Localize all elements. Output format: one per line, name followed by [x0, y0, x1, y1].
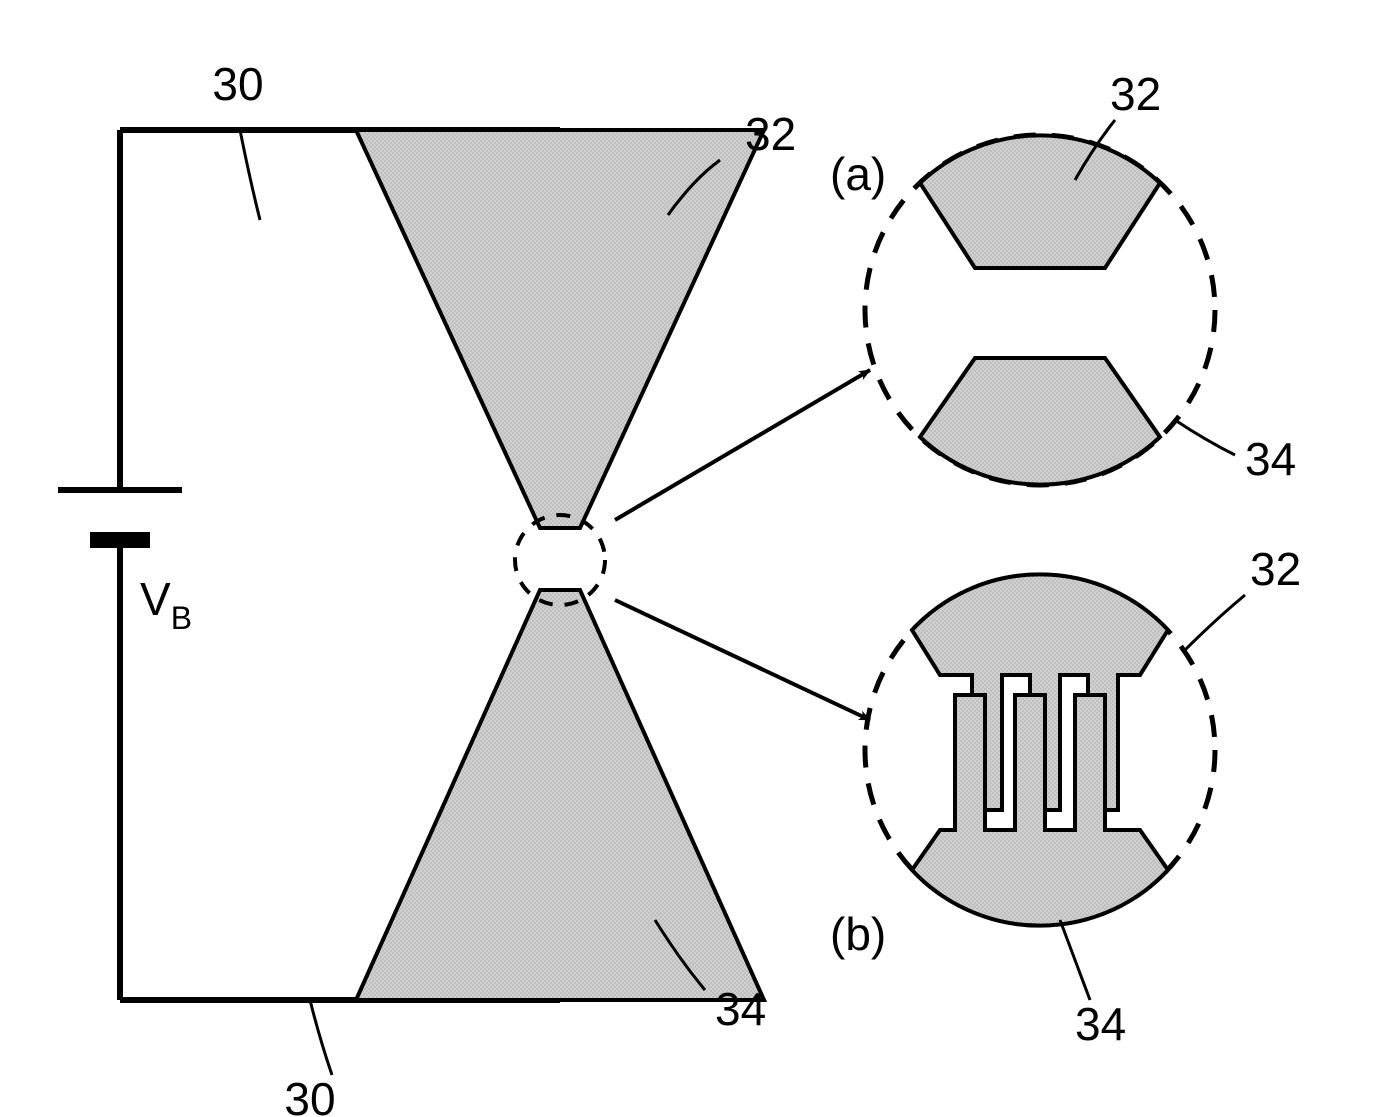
detail-a-letter: (a) — [830, 148, 886, 200]
arrow-to-detail-a — [615, 370, 870, 520]
leader-30-top — [240, 130, 260, 220]
electrode-bottom — [356, 590, 764, 1000]
label-34-a: 34 — [1245, 433, 1296, 485]
label-34-main: 34 — [715, 983, 766, 1035]
battery-symbol — [58, 490, 182, 540]
detail-a — [865, 135, 1215, 485]
detail-b — [865, 574, 1215, 925]
leader-30-bottom — [310, 1000, 332, 1075]
label-32-b: 32 — [1250, 543, 1301, 595]
voltage-label: VB — [140, 573, 192, 636]
leader-32-b — [1185, 595, 1245, 650]
label-34-b: 34 — [1075, 998, 1126, 1050]
label-32-a: 32 — [1110, 68, 1161, 120]
arrow-to-detail-b — [615, 600, 870, 720]
label-30-top: 30 — [212, 58, 263, 110]
leader-34-a — [1175, 420, 1235, 455]
label-30-bottom: 30 — [284, 1073, 335, 1117]
detail-b-letter: (b) — [830, 908, 886, 960]
leader-34-b — [1060, 920, 1090, 1000]
label-32-main: 32 — [745, 108, 796, 160]
